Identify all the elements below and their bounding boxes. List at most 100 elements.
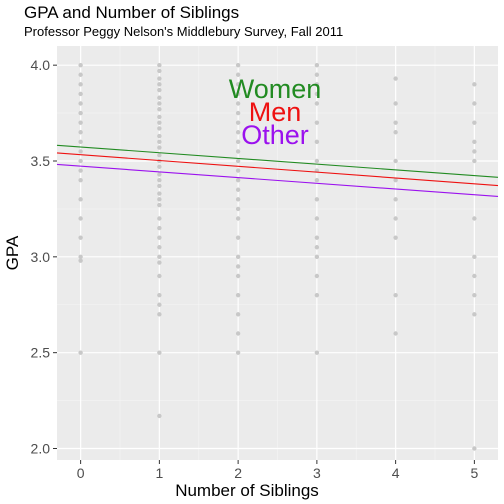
data-point — [235, 139, 241, 145]
data-point — [393, 235, 398, 240]
data-point — [393, 292, 398, 298]
y-tick-label: 2.0 — [31, 441, 51, 457]
data-point — [157, 254, 162, 260]
data-point — [314, 177, 320, 183]
x-axis-title: Number of Siblings — [175, 481, 319, 500]
data-point — [472, 82, 477, 87]
data-point — [393, 177, 398, 183]
data-point — [157, 245, 162, 250]
data-point — [235, 273, 241, 279]
legend-label-men: Men — [249, 97, 302, 127]
data-point — [472, 158, 477, 164]
data-point — [157, 68, 162, 74]
data-point — [157, 87, 162, 93]
y-axis-title: GPA — [3, 235, 22, 270]
data-point — [393, 331, 398, 336]
data-point — [472, 101, 477, 106]
data-point — [157, 202, 162, 208]
data-point — [78, 120, 83, 125]
data-point — [393, 197, 398, 202]
data-point — [157, 302, 162, 307]
data-point — [157, 153, 162, 158]
data-point — [78, 254, 83, 260]
data-point — [78, 72, 83, 77]
data-point — [78, 91, 83, 97]
data-point — [314, 91, 320, 97]
data-point — [157, 76, 162, 81]
data-point — [472, 149, 477, 154]
regression-line-men — [56, 152, 499, 187]
legend-label-other: Other — [241, 120, 309, 150]
data-point — [314, 245, 320, 250]
data-point — [314, 101, 320, 106]
data-point — [472, 216, 477, 221]
data-point — [235, 235, 241, 240]
data-point — [157, 413, 162, 419]
data-point — [157, 145, 162, 150]
data-point — [314, 139, 320, 145]
chart-title: GPA and Number of Siblings — [24, 3, 239, 22]
data-point — [472, 139, 477, 145]
regression-line-other — [56, 163, 499, 198]
data-point — [78, 62, 83, 68]
data-point — [235, 168, 241, 173]
data-point — [472, 446, 477, 451]
data-point — [472, 312, 477, 317]
data-point — [235, 312, 241, 317]
data-point — [235, 331, 241, 336]
data-point — [157, 312, 162, 317]
data-point — [157, 139, 162, 145]
data-point — [235, 149, 241, 154]
data-point — [157, 101, 162, 106]
data-point — [314, 120, 320, 125]
data-point — [78, 235, 83, 240]
data-point — [78, 216, 83, 221]
data-point — [235, 62, 241, 68]
x-tick-label: 4 — [392, 465, 400, 481]
data-point — [314, 292, 320, 298]
data-point — [393, 120, 398, 125]
data-point — [314, 158, 320, 164]
data-point — [78, 158, 83, 164]
regression-lines — [56, 144, 499, 198]
data-point — [157, 235, 162, 240]
data-point — [472, 120, 477, 125]
data-point — [314, 235, 320, 240]
data-point — [78, 130, 83, 135]
data-point — [78, 197, 83, 202]
data-point — [235, 91, 241, 97]
data-point — [235, 72, 241, 77]
x-tick-label: 0 — [77, 465, 85, 481]
data-point — [235, 197, 241, 202]
legend-label-women: Women — [229, 74, 322, 104]
y-tick-label: 3.5 — [31, 153, 51, 169]
data-point — [235, 350, 241, 355]
data-point — [393, 158, 398, 164]
data-point — [157, 260, 162, 265]
data-point — [157, 133, 162, 139]
data-points — [78, 62, 477, 451]
data-point — [472, 273, 477, 279]
regression-line-women — [56, 144, 499, 178]
data-point — [157, 177, 162, 183]
data-point — [157, 126, 162, 131]
data-point — [157, 120, 162, 125]
data-point — [314, 72, 320, 77]
data-point — [235, 292, 241, 298]
data-point — [235, 101, 241, 106]
data-point — [314, 82, 320, 87]
data-point — [78, 177, 83, 183]
data-point — [235, 216, 241, 221]
data-point — [157, 95, 162, 100]
data-point — [235, 254, 241, 260]
data-point — [78, 168, 83, 173]
data-point — [235, 110, 241, 116]
data-point — [235, 82, 241, 87]
data-point — [235, 158, 241, 164]
data-point — [314, 216, 320, 221]
data-point — [235, 206, 241, 212]
x-tick-label: 2 — [234, 465, 242, 481]
x-tick-label: 5 — [470, 465, 478, 481]
